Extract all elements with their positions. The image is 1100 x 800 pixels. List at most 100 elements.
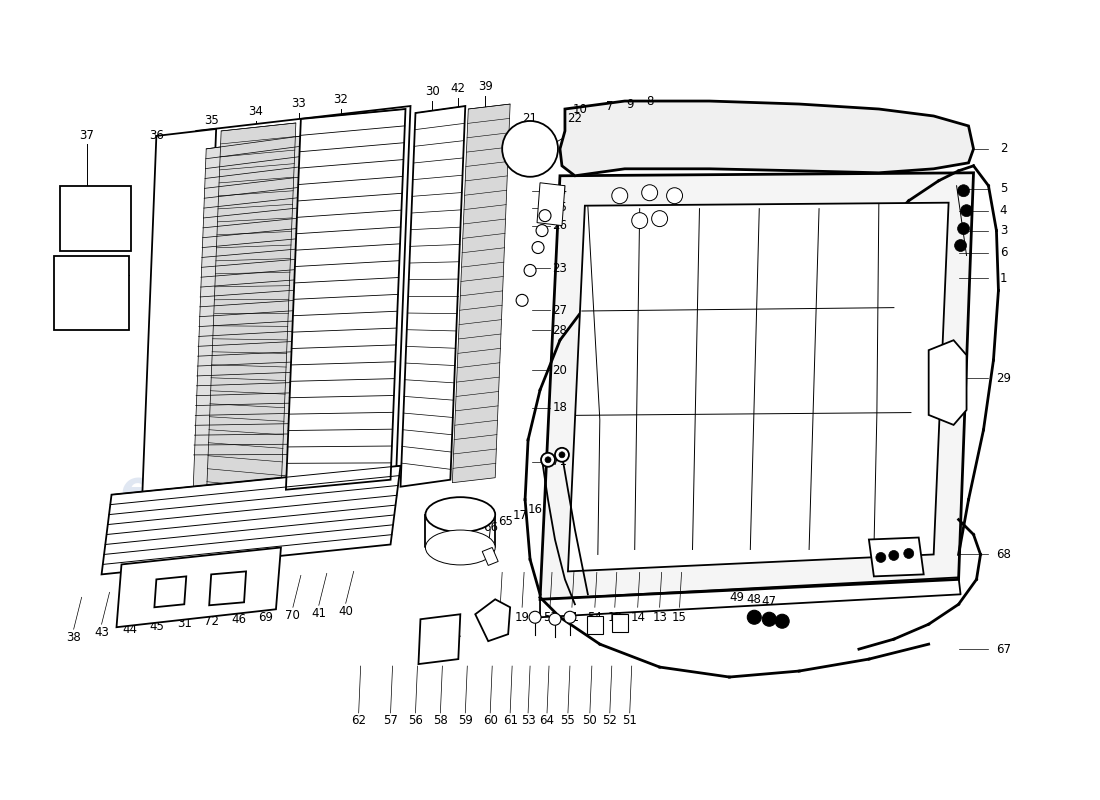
Polygon shape [194, 126, 375, 488]
Text: 31: 31 [177, 617, 191, 630]
Text: 59: 59 [458, 714, 473, 727]
Text: 36: 36 [148, 130, 164, 142]
Text: 15: 15 [672, 610, 688, 624]
Text: 71: 71 [552, 455, 568, 468]
Circle shape [776, 614, 789, 628]
Text: 7: 7 [606, 99, 614, 113]
Text: 11: 11 [564, 610, 580, 624]
Text: 52: 52 [603, 714, 617, 727]
Text: 19: 19 [515, 610, 529, 624]
Text: 18: 18 [552, 402, 568, 414]
Text: 45: 45 [148, 620, 164, 633]
Text: 69: 69 [258, 610, 274, 624]
Text: 2: 2 [1000, 142, 1008, 155]
Text: 16: 16 [528, 503, 542, 516]
Ellipse shape [426, 497, 495, 532]
Text: 14: 14 [630, 610, 646, 624]
Text: 13: 13 [652, 610, 667, 624]
Bar [612, 614, 628, 632]
Text: 54: 54 [587, 610, 603, 624]
Text: 40: 40 [339, 605, 353, 618]
Text: 22: 22 [568, 113, 582, 126]
Ellipse shape [426, 530, 495, 565]
Polygon shape [154, 576, 186, 607]
Polygon shape [206, 123, 296, 502]
Text: 34: 34 [249, 105, 264, 118]
Circle shape [556, 448, 569, 462]
Polygon shape [537, 182, 565, 226]
Text: 35: 35 [204, 114, 219, 127]
Polygon shape [560, 101, 974, 176]
Text: eurospares: eurospares [588, 468, 870, 511]
Circle shape [536, 225, 548, 237]
Polygon shape [400, 106, 465, 486]
Text: 72: 72 [204, 614, 219, 628]
Polygon shape [117, 547, 280, 627]
Polygon shape [540, 173, 974, 599]
Text: 4: 4 [1000, 204, 1008, 217]
Text: 46: 46 [232, 613, 246, 626]
Text: 18: 18 [493, 610, 507, 624]
Text: 43: 43 [95, 626, 109, 638]
Text: 17: 17 [513, 509, 528, 522]
Circle shape [612, 188, 628, 204]
Text: 58: 58 [433, 714, 448, 727]
Polygon shape [59, 186, 132, 250]
Polygon shape [182, 106, 410, 514]
Text: 30: 30 [425, 85, 440, 98]
Polygon shape [482, 547, 498, 566]
Circle shape [667, 188, 682, 204]
Text: 6: 6 [1000, 246, 1008, 259]
Circle shape [564, 611, 576, 623]
Polygon shape [418, 614, 460, 664]
Text: 53: 53 [542, 610, 558, 624]
Circle shape [516, 294, 528, 306]
Text: 24: 24 [552, 184, 568, 198]
Text: 37: 37 [79, 130, 95, 142]
Text: 38: 38 [66, 630, 81, 644]
Text: 65: 65 [497, 515, 513, 528]
Text: 41: 41 [311, 606, 327, 620]
Text: 26: 26 [552, 219, 568, 232]
Circle shape [539, 210, 551, 222]
Polygon shape [475, 599, 510, 641]
Text: 27: 27 [552, 304, 568, 317]
Text: 49: 49 [729, 591, 745, 604]
Circle shape [532, 242, 544, 254]
Polygon shape [452, 104, 510, 482]
Text: 33: 33 [292, 97, 306, 110]
Text: 8: 8 [646, 94, 653, 107]
Polygon shape [568, 202, 948, 571]
Circle shape [651, 210, 668, 226]
Text: 32: 32 [333, 93, 349, 106]
Text: 70: 70 [286, 609, 300, 622]
Circle shape [549, 614, 561, 626]
Text: 9: 9 [626, 98, 634, 110]
Text: 29: 29 [996, 371, 1011, 385]
Circle shape [960, 205, 972, 217]
Polygon shape [928, 340, 967, 425]
Text: 66: 66 [483, 521, 497, 534]
Circle shape [889, 550, 899, 561]
Polygon shape [286, 109, 406, 490]
Circle shape [904, 549, 914, 558]
Text: 10: 10 [572, 102, 587, 115]
Text: 48: 48 [747, 593, 761, 606]
Bar [587, 616, 603, 634]
Circle shape [876, 553, 886, 562]
Text: 39: 39 [477, 79, 493, 93]
Circle shape [503, 121, 558, 177]
Circle shape [958, 185, 969, 197]
Text: 25: 25 [552, 201, 568, 214]
Circle shape [631, 213, 648, 229]
Text: 21: 21 [522, 113, 538, 126]
Polygon shape [101, 466, 400, 574]
Text: 61: 61 [503, 714, 518, 727]
Text: 57: 57 [383, 714, 398, 727]
Text: 68: 68 [996, 548, 1011, 561]
Text: 23: 23 [552, 262, 568, 275]
Text: 56: 56 [408, 714, 422, 727]
Text: 53: 53 [520, 714, 536, 727]
Text: 28: 28 [552, 324, 568, 337]
Circle shape [955, 239, 967, 251]
